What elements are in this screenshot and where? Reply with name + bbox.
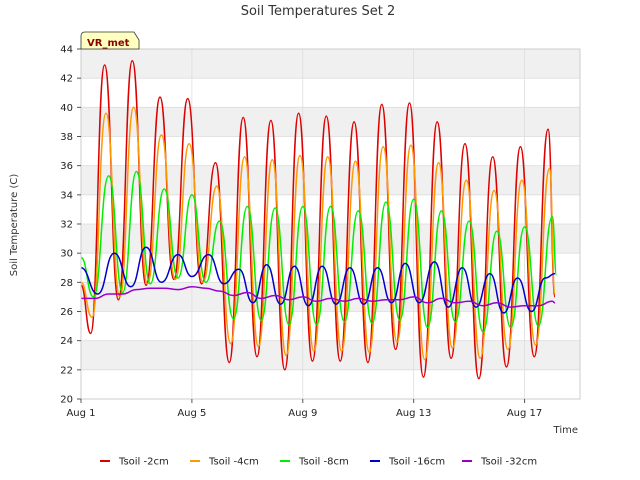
series-line-3 — [80, 170, 558, 333]
legend-label: Tsoil -4cm — [208, 457, 259, 468]
plot-band — [81, 224, 580, 254]
y-tick-label: 40 — [60, 103, 73, 114]
y-tick-label: 28 — [60, 278, 73, 289]
y-axis-ticks: 20 22 24 26 28 30 32 34 36 38 40 42 44 — [60, 45, 81, 406]
x-axis-ticks: Aug 1 Aug 5 Aug 9 Aug 13 Aug 17 — [66, 399, 542, 419]
x-tick-label: Aug 13 — [396, 408, 431, 419]
plot-band — [81, 49, 580, 79]
x-tick-label: Aug 9 — [288, 408, 317, 419]
x-tick-label: Aug 1 — [66, 408, 95, 419]
series-line-1 — [80, 59, 556, 380]
y-tick-label: 38 — [60, 132, 73, 143]
x-tick-label: Aug 17 — [507, 408, 542, 419]
chart-title: Soil Temperatures Set 2 — [241, 4, 396, 19]
series-line-5 — [80, 285, 556, 308]
x-tick-label: Aug 5 — [177, 408, 206, 419]
y-tick-label: 42 — [60, 74, 73, 85]
legend-label: Tsoil -8cm — [298, 457, 349, 468]
y-tick-label: 24 — [60, 336, 73, 347]
y-tick-label: 34 — [60, 190, 73, 201]
legend-label: Tsoil -2cm — [118, 457, 169, 468]
y-axis-label: Soil Temperature (C) — [9, 174, 20, 277]
y-tick-label: 22 — [60, 365, 73, 376]
x-axis-label: Time — [553, 425, 578, 436]
series-line-4 — [80, 246, 556, 314]
series-lines — [80, 59, 558, 380]
legend-label: Tsoil -32cm — [480, 457, 537, 468]
badge-box — [80, 31, 140, 50]
vr-met-badge: VR_met — [80, 31, 140, 50]
y-tick-label: 20 — [60, 395, 73, 406]
y-tick-label: 32 — [60, 220, 73, 231]
badge-label: VR_met — [87, 38, 130, 49]
y-tick-label: 36 — [60, 161, 73, 172]
y-tick-label: 44 — [60, 45, 73, 56]
y-tick-label: 26 — [60, 307, 73, 318]
series-line-2 — [80, 106, 556, 361]
plot-band — [81, 340, 580, 370]
legend-label: Tsoil -16cm — [388, 457, 445, 468]
y-tick-label: 30 — [60, 249, 73, 260]
legend: Tsoil -2cm Tsoil -4cm Tsoil -8cm Tsoil -16c… — [100, 457, 537, 468]
